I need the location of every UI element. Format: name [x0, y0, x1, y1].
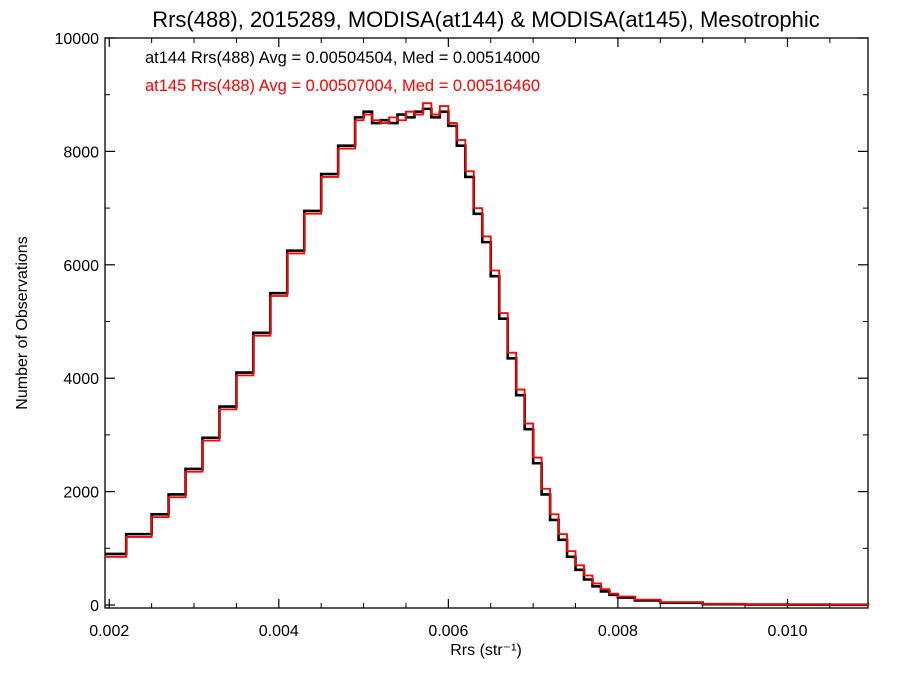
- chart-title: Rrs(488), 2015289, MODISA(at144) & MODIS…: [152, 7, 820, 32]
- y-tick-label: 4000: [63, 371, 99, 388]
- annotation-at145: at145 Rrs(488) Avg = 0.00507004, Med = 0…: [145, 77, 540, 95]
- y-tick-label: 0: [90, 598, 99, 615]
- x-axis-label: Rrs (str⁻¹): [450, 642, 522, 659]
- y-tick-label: 8000: [63, 144, 99, 161]
- series-at145-line: [105, 102, 869, 606]
- x-tick-label: 0.004: [259, 623, 299, 640]
- x-tick-label: 0.010: [767, 623, 807, 640]
- series-at144-line: [105, 107, 870, 607]
- y-tick-label: 10000: [55, 31, 100, 48]
- plot-frame: [104, 37, 869, 609]
- axis-ticks: 0.002 0.004 0.006 0.008 0.010 0 2000 4000 6000 80…: [55, 31, 868, 640]
- y-axis-label: Number of Observations: [14, 236, 31, 409]
- x-tick-label: 0.002: [89, 623, 129, 640]
- annotation-at144: at144 Rrs(488) Avg = 0.00504504, Med = 0…: [145, 49, 540, 67]
- y-tick-label: 6000: [63, 258, 99, 275]
- y-tick-label: 2000: [63, 485, 99, 502]
- x-tick-label: 0.006: [428, 623, 468, 640]
- x-tick-label: 0.008: [598, 623, 638, 640]
- series-layer: [105, 102, 870, 607]
